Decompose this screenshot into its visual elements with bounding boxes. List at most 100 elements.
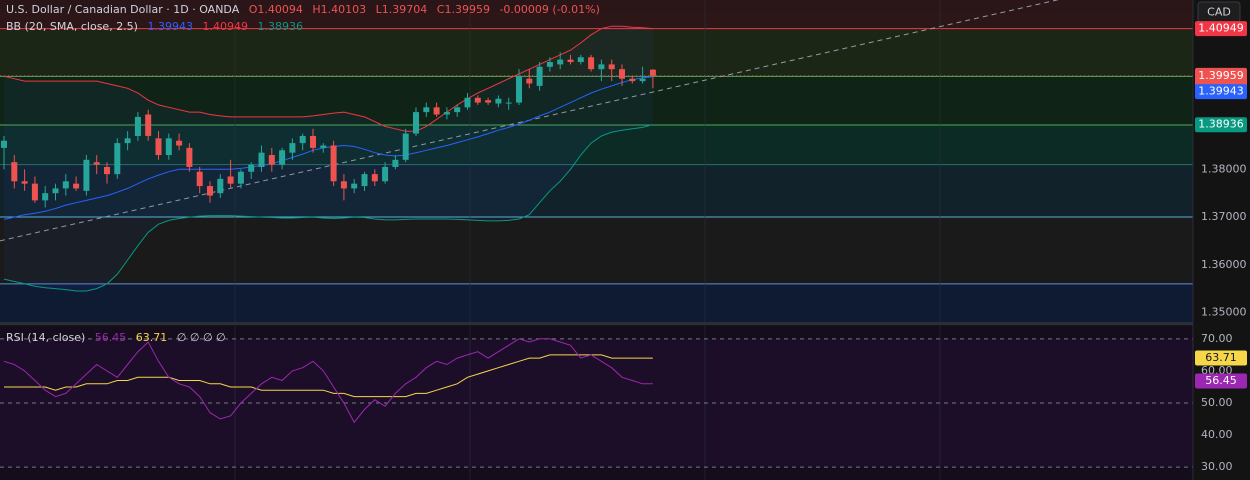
candle-48[interactable] [495, 95, 502, 108]
candle-13[interactable] [134, 112, 141, 141]
candle-17[interactable] [176, 133, 183, 151]
candle-41[interactable] [423, 102, 430, 117]
candle-47[interactable] [485, 97, 492, 105]
candle-3[interactable] [31, 176, 38, 203]
candle-31[interactable] [320, 143, 327, 153]
symbol-title[interactable]: U.S. Dollar / Canadian Dollar · 1D · OAN… [6, 3, 240, 16]
candle-56[interactable] [577, 54, 584, 65]
price-tick-3: 1.35000 [1201, 305, 1247, 318]
candle-21[interactable] [217, 174, 224, 198]
ohlc-high: H1.40103 [312, 3, 367, 16]
candle-58[interactable] [598, 59, 605, 82]
candle-4[interactable] [42, 186, 49, 208]
candle-6[interactable] [62, 174, 69, 196]
candle-0[interactable] [1, 135, 7, 170]
candle-39[interactable] [402, 128, 409, 163]
candle-52[interactable] [536, 62, 543, 91]
candle-22[interactable] [227, 159, 234, 189]
candle-33[interactable] [340, 174, 347, 201]
candle-2[interactable] [21, 169, 28, 191]
rsi-ma-value: 63.71 [135, 331, 168, 344]
candle-body [52, 188, 59, 194]
price-axis[interactable]: CAD1.380001.370001.360001.3500070.0060.0… [1192, 0, 1250, 480]
candle-body [124, 138, 131, 144]
currency-label: CAD [1207, 6, 1231, 19]
candle-26[interactable] [268, 147, 275, 172]
zone-2 [0, 28, 1193, 77]
candle-36[interactable] [371, 169, 378, 187]
candle-body [258, 152, 265, 167]
candle-50[interactable] [516, 69, 522, 105]
candle-body [371, 174, 378, 182]
rsi-label: RSI (14, close) [6, 331, 86, 344]
candle-14[interactable] [145, 109, 152, 141]
candle-8[interactable] [83, 155, 90, 196]
ohlc-change: -0.00009 (-0.01%) [499, 3, 600, 16]
candle-5[interactable] [52, 183, 59, 201]
candle-49[interactable] [505, 97, 512, 110]
candle-37[interactable] [382, 162, 389, 184]
candle-body [433, 107, 440, 115]
candle-body [1, 140, 7, 148]
candle-body [649, 69, 656, 76]
candle-59[interactable] [608, 59, 615, 82]
candle-62[interactable] [639, 66, 646, 84]
bb-fill [4, 26, 653, 291]
candle-body [608, 64, 615, 70]
candle-51[interactable] [526, 69, 533, 89]
candle-15[interactable] [155, 131, 162, 160]
candle-18[interactable] [186, 143, 193, 172]
candle-25[interactable] [258, 145, 265, 172]
bb-legend[interactable]: BB (20, SMA, close, 2.5) 1.39943 1.40949… [6, 20, 309, 33]
candle-43[interactable] [443, 107, 450, 120]
candles[interactable] [1, 52, 656, 208]
candle-27[interactable] [279, 147, 286, 170]
rsi-pane[interactable] [0, 338, 1193, 468]
candle-16[interactable] [165, 133, 172, 160]
rsi-legend[interactable]: RSI (14, close) 56.45 63.71 ∅ ∅ ∅ ∅ [6, 331, 232, 344]
candle-19[interactable] [196, 166, 203, 194]
candle-9[interactable] [93, 155, 100, 175]
candle-10[interactable] [104, 162, 110, 184]
candle-body [485, 100, 492, 103]
candle-34[interactable] [351, 178, 358, 194]
candle-12[interactable] [124, 131, 131, 151]
candle-55[interactable] [567, 54, 574, 65]
candle-body [310, 135, 316, 148]
bb-lower-line [3, 124, 654, 292]
candle-40[interactable] [413, 107, 419, 136]
candle-35[interactable] [361, 171, 368, 191]
candle-63[interactable] [649, 69, 656, 89]
candle-53[interactable] [546, 57, 553, 72]
bb-basis-value: 1.39943 [147, 20, 193, 33]
candle-24[interactable] [248, 162, 255, 179]
candle-body [279, 150, 286, 165]
candle-61[interactable] [629, 76, 636, 84]
price-label-lower: 1.38936 [1198, 118, 1244, 131]
candle-23[interactable] [237, 169, 244, 189]
candle-body [340, 181, 347, 189]
candle-11[interactable] [114, 138, 121, 179]
rsi-tick-3: 40.00 [1201, 428, 1233, 441]
candle-29[interactable] [299, 133, 306, 151]
candle-42[interactable] [433, 102, 440, 117]
candle-38[interactable] [392, 155, 399, 170]
candle-body [268, 155, 275, 165]
rsi-line [3, 338, 653, 424]
candle-45[interactable] [464, 93, 471, 110]
candle-60[interactable] [619, 64, 625, 86]
candle-body [145, 114, 152, 136]
candle-46[interactable] [474, 95, 481, 105]
candle-1[interactable] [11, 155, 18, 189]
candle-body [207, 186, 213, 196]
candle-20[interactable] [207, 181, 213, 203]
candle-44[interactable] [454, 104, 461, 117]
candle-30[interactable] [310, 128, 316, 153]
candle-32[interactable] [330, 140, 337, 187]
candle-54[interactable] [557, 52, 564, 70]
candle-57[interactable] [588, 54, 595, 72]
candle-7[interactable] [73, 176, 80, 191]
candle-28[interactable] [289, 138, 296, 160]
